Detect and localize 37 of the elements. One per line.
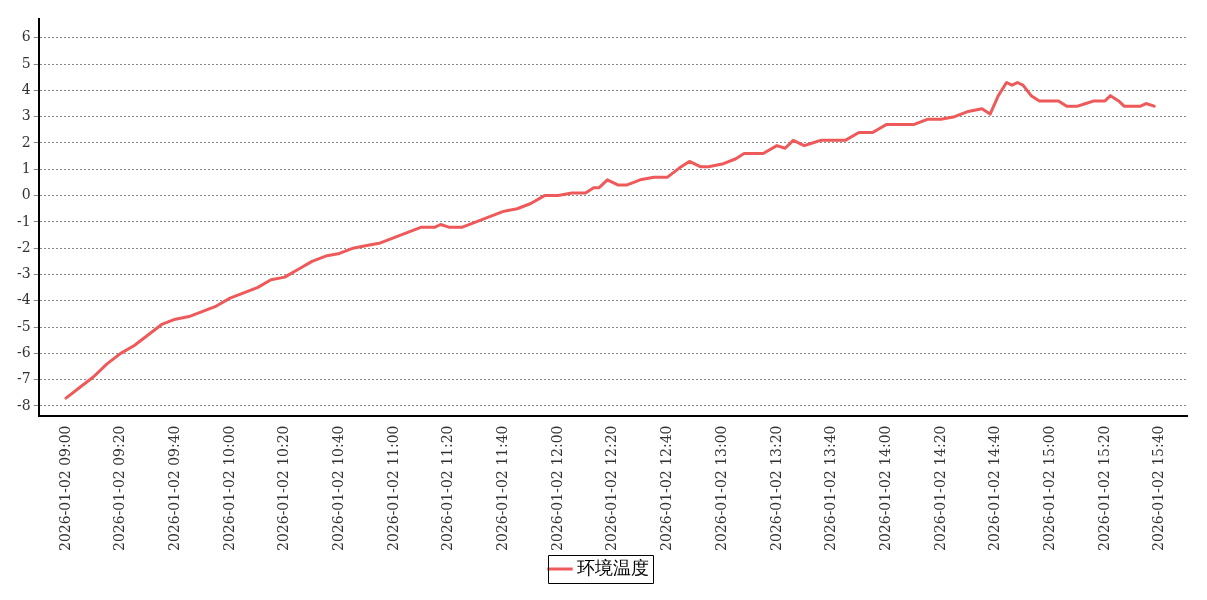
x-tick-label: 2026-01-02 14:20 [931,425,948,551]
x-tick-label: 2026-01-02 14:00 [876,425,893,551]
y-tick-label: 1 [21,159,31,176]
x-tick-label: 2026-01-02 13:20 [767,425,784,551]
x-tick-label: 2026-01-02 11:00 [384,425,401,551]
y-tick-label: -7 [17,370,31,387]
x-tick-label: 2026-01-02 14:40 [986,425,1003,551]
y-tick-label: -8 [17,396,31,413]
x-tick-label: 2026-01-02 12:40 [658,425,675,551]
x-tick-label: 2026-01-02 15:40 [1150,425,1167,551]
y-tick-label: -5 [17,317,31,334]
x-tick-label: 2026-01-02 10:40 [330,425,347,551]
y-tick-label: 4 [21,81,31,98]
x-tick-label: 2026-01-02 15:20 [1095,425,1112,551]
y-tick-label: 2 [21,133,31,150]
x-tick-label: 2026-01-02 09:20 [111,425,128,551]
x-tick-label: 2026-01-02 11:20 [439,425,456,551]
x-tick-label: 2026-01-02 10:00 [220,425,237,551]
y-tick-label: -1 [17,212,31,229]
y-tick-label: -3 [17,265,31,282]
x-tick-label: 2026-01-02 12:00 [548,425,565,551]
x-tick-label: 2026-01-02 13:40 [822,425,839,551]
x-tick-label: 2026-01-02 13:00 [712,425,729,551]
y-tick-label: -6 [17,344,31,361]
y-tick-label: 5 [21,54,31,71]
y-tick-label: 0 [21,186,31,203]
x-tick-label: 2026-01-02 12:20 [603,425,620,551]
y-tick-label: -4 [17,291,31,308]
x-tick-label: 2026-01-02 09:40 [165,425,182,551]
x-tick-label: 2026-01-02 10:20 [275,425,292,551]
x-tick-label: 2026-01-02 09:00 [56,425,73,551]
y-tick-label: 6 [21,28,31,45]
legend-label: 环境温度 [577,556,649,578]
x-tick-label: 2026-01-02 15:00 [1040,425,1057,551]
x-tick-label: 2026-01-02 11:40 [494,425,511,551]
y-tick-label: -2 [17,238,31,255]
y-tick-label: 3 [21,107,31,124]
